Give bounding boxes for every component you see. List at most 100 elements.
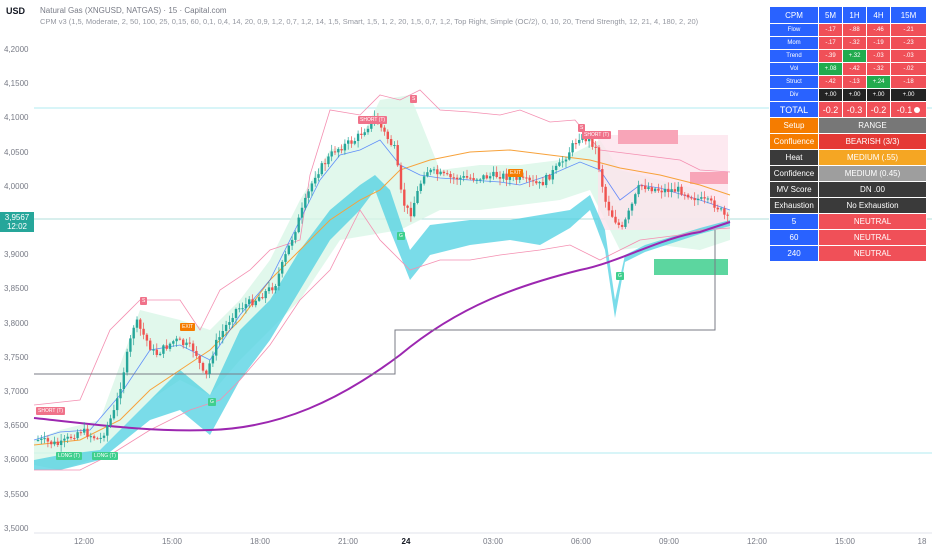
- candle-body: [228, 322, 231, 325]
- candle-body: [158, 353, 162, 355]
- status-label: Confluence: [770, 134, 818, 149]
- candle-body: [485, 175, 488, 179]
- price-axis-label: 3,9000: [4, 250, 29, 260]
- candle-body: [508, 176, 512, 180]
- signal-marker-exit[interactable]: EXIT: [508, 169, 524, 177]
- candle-body: [102, 435, 106, 438]
- metric-cell: +.00: [891, 89, 926, 101]
- metric-cell: +.08: [819, 63, 843, 75]
- lower-trail-line: [34, 209, 731, 471]
- candle-body: [76, 432, 79, 439]
- signal-marker-s[interactable]: S: [140, 297, 148, 305]
- metric-cell: +.32: [843, 50, 867, 62]
- live-dot-icon: [914, 107, 921, 114]
- candle-body: [578, 139, 581, 144]
- signal-marker-s[interactable]: S: [578, 124, 586, 132]
- candle-body: [686, 194, 690, 198]
- candle-body: [640, 185, 644, 187]
- timeframe-header[interactable]: 15M: [891, 7, 926, 23]
- candle-body: [482, 175, 485, 180]
- metric-cell: -.13: [843, 76, 867, 88]
- metric-cell: -.46: [867, 24, 891, 36]
- candle-body: [393, 145, 396, 147]
- signal-marker-g[interactable]: G: [397, 232, 405, 240]
- candle-body: [50, 441, 53, 445]
- signal-marker-short[interactable]: SHORT (T): [36, 407, 66, 415]
- candle-body: [205, 370, 208, 374]
- time-axis-label: 03:00: [482, 537, 504, 546]
- candle-body: [264, 291, 267, 299]
- symbol-title[interactable]: Natural Gas (XNGUSD, NATGAS) · 15 · Capi…: [40, 6, 227, 15]
- candle-body: [462, 176, 465, 178]
- signal-marker-g[interactable]: G: [616, 272, 624, 280]
- candle-body: [43, 438, 46, 440]
- candle-body: [112, 410, 116, 419]
- candle-body: [518, 176, 521, 180]
- candle-body: [452, 177, 455, 179]
- candle-body: [356, 133, 360, 141]
- candle-body: [40, 438, 43, 440]
- signal-marker-long[interactable]: LONG (T): [56, 452, 82, 460]
- timeframe-header[interactable]: 1H: [843, 7, 867, 23]
- candle-body: [574, 143, 578, 145]
- candle-body: [535, 181, 538, 184]
- candle-body: [465, 176, 469, 178]
- status-value: No Exhaustion: [819, 198, 926, 213]
- candle-body: [155, 349, 158, 355]
- currency-label: USD: [6, 6, 26, 16]
- signal-marker-long[interactable]: LONG (T): [92, 452, 118, 460]
- candle-body: [195, 350, 198, 356]
- candle-body: [145, 334, 149, 341]
- signal-marker-exit[interactable]: EXIT: [180, 323, 196, 331]
- candle-body: [149, 340, 152, 350]
- candle-body: [314, 177, 317, 184]
- signal-marker-short[interactable]: SHORT (T): [582, 131, 612, 139]
- candle-body: [162, 345, 165, 354]
- total-cell: -0.2: [819, 102, 843, 117]
- candle-body: [558, 162, 561, 166]
- candle-body: [175, 338, 178, 342]
- candle-body: [449, 174, 452, 178]
- candle-body: [416, 190, 419, 203]
- candle-body: [627, 210, 630, 220]
- candle-body: [323, 163, 327, 165]
- candle-body: [122, 372, 125, 389]
- trend-band-fill: [34, 95, 730, 470]
- status-label: Exhaustion: [770, 198, 818, 213]
- candle-body: [36, 439, 40, 441]
- candle-body: [545, 174, 548, 186]
- candle-body: [168, 343, 172, 349]
- candle-body: [261, 297, 264, 299]
- candle-body: [591, 139, 594, 147]
- signal-marker-short[interactable]: SHORT (T): [358, 116, 388, 124]
- candle-body: [366, 128, 370, 133]
- candle-body: [383, 127, 386, 132]
- indicator-legend[interactable]: CPM v3 (1,5, Moderate, 2, 50, 100, 25, 0…: [40, 17, 699, 26]
- candle-body: [624, 219, 627, 227]
- candle-body: [538, 181, 541, 184]
- candle-body: [439, 171, 442, 175]
- candle-body: [528, 177, 531, 181]
- metric-cell: -.23: [891, 37, 926, 49]
- candle-body: [290, 239, 294, 246]
- time-axis-label: 06:00: [570, 537, 592, 546]
- signal-marker-g[interactable]: G: [208, 398, 216, 406]
- timeframe-header[interactable]: 5M: [819, 7, 843, 23]
- candle-body: [284, 254, 287, 262]
- candle-body: [267, 287, 271, 292]
- ema-orange-line: [33, 149, 731, 446]
- candle-body: [723, 208, 726, 215]
- candle-body: [389, 139, 393, 146]
- candle-body: [472, 177, 475, 181]
- candle-body: [696, 198, 700, 201]
- candle-body: [380, 123, 383, 128]
- candle-body: [238, 308, 241, 310]
- candle-body: [551, 170, 554, 180]
- candle-body: [46, 438, 50, 442]
- candle-body: [611, 210, 614, 217]
- bar-countdown: 12:02: [6, 222, 28, 231]
- signal-marker-s[interactable]: S: [410, 95, 418, 103]
- timeframe-header[interactable]: 4H: [867, 7, 891, 23]
- metric-label: Div: [770, 89, 818, 101]
